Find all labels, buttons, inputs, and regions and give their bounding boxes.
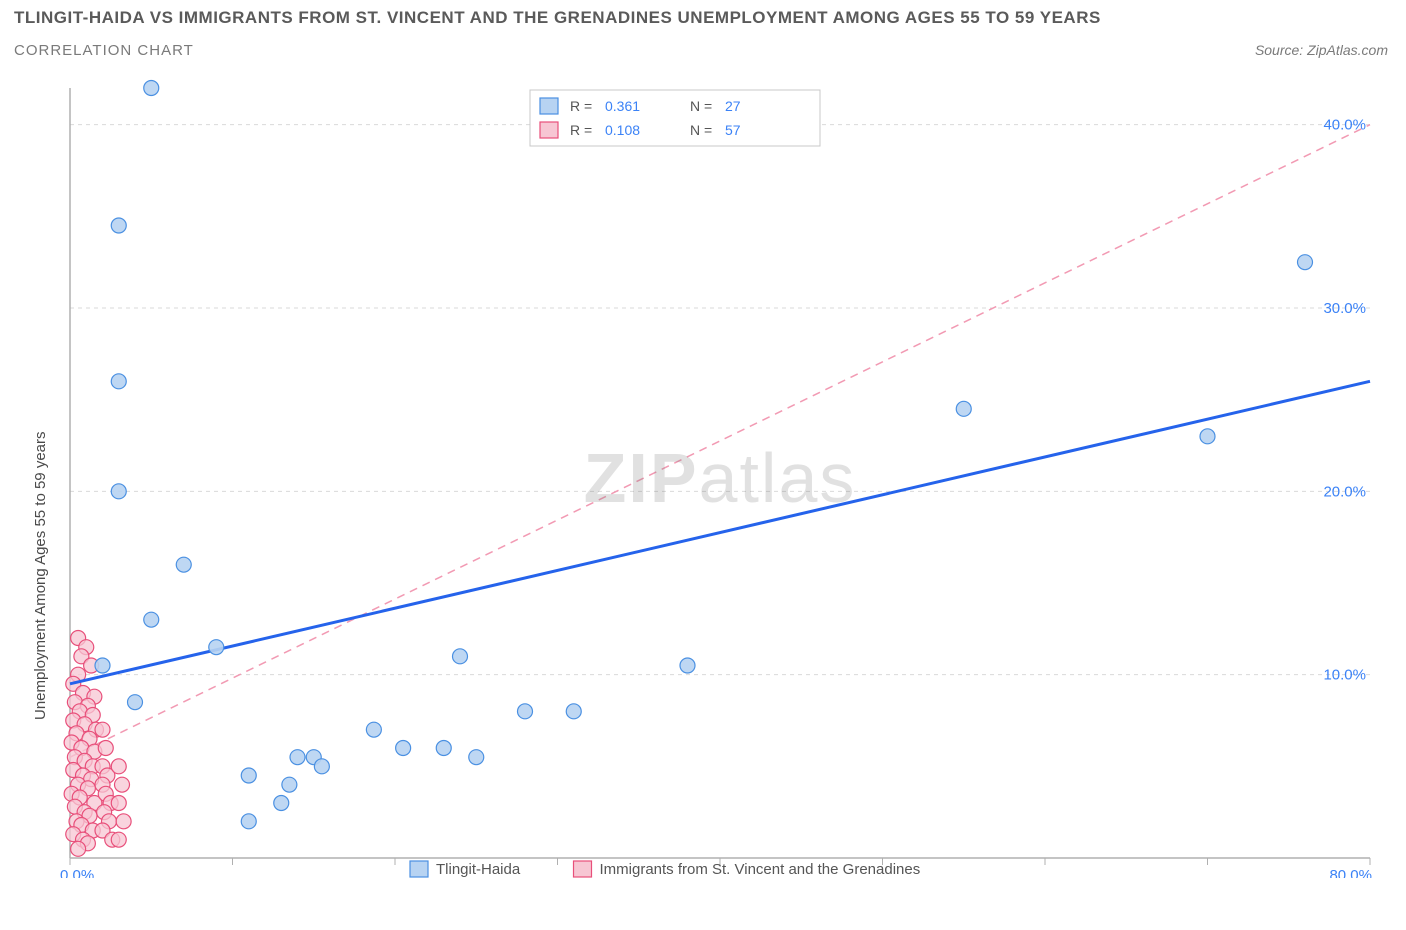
legend-swatch xyxy=(540,122,558,138)
legend-swatch xyxy=(540,98,558,114)
data-point-blue xyxy=(453,649,468,664)
data-point-pink xyxy=(71,841,86,856)
data-point-blue xyxy=(290,750,305,765)
data-point-blue xyxy=(241,768,256,783)
data-point-blue xyxy=(111,218,126,233)
y-tick-label: 10.0% xyxy=(1323,667,1366,684)
data-point-blue xyxy=(566,704,581,719)
data-point-blue xyxy=(469,750,484,765)
series-swatch xyxy=(410,861,428,877)
legend-r-label: R = xyxy=(570,122,592,138)
data-point-blue xyxy=(144,612,159,627)
data-point-pink xyxy=(116,814,131,829)
data-point-blue xyxy=(274,796,289,811)
series-label: Immigrants from St. Vincent and the Gren… xyxy=(600,861,921,878)
legend-n-value: 27 xyxy=(725,98,741,114)
legend-n-label: N = xyxy=(690,122,712,138)
data-point-pink xyxy=(111,796,126,811)
data-point-blue xyxy=(1298,255,1313,270)
data-point-blue xyxy=(436,741,451,756)
y-tick-label: 40.0% xyxy=(1323,117,1366,134)
series-label: Tlingit-Haida xyxy=(436,861,521,878)
legend-n-value: 57 xyxy=(725,122,741,138)
data-point-blue xyxy=(111,484,126,499)
legend-n-label: N = xyxy=(690,98,712,114)
x-tick-label: 0.0% xyxy=(60,867,94,878)
data-point-blue xyxy=(366,722,381,737)
chart-source: Source: ZipAtlas.com xyxy=(1255,42,1388,58)
data-point-blue xyxy=(144,81,159,96)
data-point-pink xyxy=(111,832,126,847)
y-axis-label: Unemployment Among Ages 55 to 59 years xyxy=(32,431,49,720)
data-point-blue xyxy=(680,658,695,673)
data-point-blue xyxy=(282,777,297,792)
chart-svg: 10.0% 20.0% 30.0% 40.0% 0.0% 80.0% R = 0.361 N =… xyxy=(50,78,1390,878)
data-point-blue xyxy=(1200,429,1215,444)
data-point-blue xyxy=(176,557,191,572)
data-point-blue xyxy=(956,401,971,416)
scatter-chart: ZIPatlas 10.0%20.0%30.0%40.0%0.0%80.0%R … xyxy=(50,78,1390,878)
data-point-blue xyxy=(111,374,126,389)
data-point-blue xyxy=(95,658,110,673)
trend-line-blue xyxy=(70,381,1370,683)
y-tick-label: 20.0% xyxy=(1323,483,1366,500)
data-point-pink xyxy=(95,722,110,737)
data-point-blue xyxy=(518,704,533,719)
series-swatch xyxy=(574,861,592,877)
data-point-blue xyxy=(314,759,329,774)
legend-r-value: 0.108 xyxy=(605,122,640,138)
y-tick-label: 30.0% xyxy=(1323,300,1366,317)
legend-r-value: 0.361 xyxy=(605,98,640,114)
data-point-pink xyxy=(115,777,130,792)
trend-line-pink xyxy=(70,125,1370,758)
data-point-blue xyxy=(241,814,256,829)
legend-r-label: R = xyxy=(570,98,592,114)
chart-subtitle: CORRELATION CHART xyxy=(14,42,194,59)
x-tick-label: 80.0% xyxy=(1329,867,1372,878)
chart-title: TLINGIT-HAIDA VS IMMIGRANTS FROM ST. VIN… xyxy=(14,8,1101,28)
data-point-blue xyxy=(396,741,411,756)
data-point-pink xyxy=(98,741,113,756)
data-point-blue xyxy=(209,640,224,655)
data-point-blue xyxy=(128,695,143,710)
data-point-pink xyxy=(111,759,126,774)
